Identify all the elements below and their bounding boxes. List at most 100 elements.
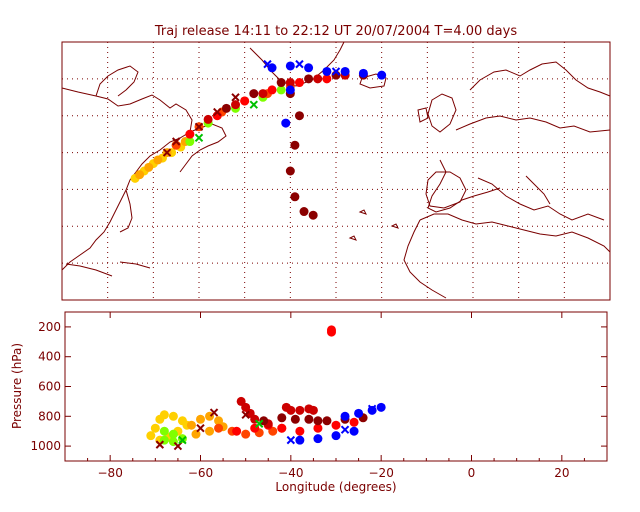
- x-tick-label: 0: [468, 466, 476, 480]
- pressure-trajectory-marker: [209, 408, 219, 417]
- y-tick-label: 600: [38, 380, 61, 394]
- pressure-trajectory-marker: [255, 419, 264, 428]
- map-grid: [62, 42, 610, 300]
- x-tick-label: −60: [188, 466, 213, 480]
- x-tick-label: 20: [554, 466, 569, 480]
- map-trajectory-point: [144, 162, 154, 172]
- pressure-trajectory-marker: [173, 441, 183, 451]
- map-trajectory-point: [153, 155, 163, 165]
- pressure-trajectory-point: [376, 402, 386, 412]
- y-axis-label: Pressure (hPa): [10, 343, 24, 429]
- map-trajectory-marker: [263, 59, 272, 69]
- map-trajectory-point: [135, 170, 145, 180]
- pressure-trajectory-point: [290, 414, 300, 424]
- map-trajectory-point: [294, 111, 304, 121]
- map-trajectory-point: [322, 74, 332, 84]
- map-trajectory-point: [276, 85, 286, 95]
- map-trajectory-point: [258, 89, 268, 99]
- pressure-trajectory-point: [331, 420, 341, 430]
- map-trajectory-point: [185, 129, 195, 139]
- pressure-trajectory-marker: [286, 435, 296, 445]
- pressure-trajectory-point: [177, 434, 187, 444]
- x-tick-label: −20: [369, 466, 394, 480]
- pressure-trajectory-marker: [196, 424, 205, 433]
- coastline-british-isles: [417, 93, 457, 133]
- map-trajectory-point: [304, 74, 314, 84]
- pressure-trajectories: [146, 325, 386, 451]
- map-trajectory-point: [290, 192, 300, 202]
- pressure-trajectory-point: [313, 423, 323, 433]
- map-trajectory-point: [285, 85, 295, 95]
- map-trajectory-point: [290, 140, 300, 150]
- pressure-trajectory-point: [367, 405, 377, 415]
- pressure-trajectory-point: [295, 426, 305, 436]
- pressure-trajectory-point: [214, 423, 224, 433]
- pressure-trajectory-point: [168, 411, 178, 421]
- pressure-trajectory-point: [349, 417, 359, 427]
- x-axis-label: Longitude (degrees): [275, 480, 396, 494]
- map-trajectory-point: [240, 96, 250, 106]
- coastline-africa: [403, 213, 611, 299]
- pressure-trajectory-point: [313, 434, 323, 444]
- map-trajectory-point: [203, 114, 213, 124]
- y-tick-label: 200: [38, 320, 61, 334]
- pressure-trajectory-point: [326, 327, 336, 337]
- pressure-trajectory-point: [191, 429, 201, 439]
- map-trajectory-point: [249, 89, 259, 99]
- pressure-trajectory-point: [146, 431, 156, 441]
- pressure-trajectory-point: [150, 423, 160, 433]
- coastline-iceland: [359, 73, 387, 89]
- map-trajectory-point: [185, 137, 195, 147]
- pressure-trajectory-point: [259, 416, 269, 426]
- pressure-trajectory-point: [340, 411, 350, 421]
- pressure-trajectory-marker: [241, 410, 250, 420]
- map-trajectory-point: [304, 63, 314, 73]
- map-frame: [61, 41, 611, 301]
- map-trajectory-marker: [162, 148, 172, 157]
- coastline-caribbean: [65, 261, 151, 277]
- map-trajectory-point: [285, 166, 295, 176]
- pressure-trajectory-point: [277, 413, 287, 423]
- pressure-trajectory-point: [295, 405, 305, 415]
- map-trajectory-point: [285, 78, 295, 88]
- map-trajectory-point: [294, 78, 304, 88]
- coastline-islands: [348, 209, 399, 241]
- pressure-panel: −80 −60 −40 −20 0 20 200 400 600 800 1000 Longitud…: [10, 311, 608, 494]
- map-title: Traj release 14:11 to 22:12 UT 20/07/200…: [154, 24, 517, 39]
- y-tick-label: 400: [38, 350, 61, 364]
- map-trajectory-point: [377, 70, 387, 80]
- map-trajectory-point: [313, 74, 323, 84]
- coastline-mediterranean: [477, 175, 605, 221]
- pressure-trajectory-point: [241, 429, 251, 439]
- pressure-trajectory-point: [205, 426, 215, 436]
- map-trajectory-point: [340, 66, 350, 76]
- pressure-trajectory-point: [277, 423, 287, 433]
- map-panel: [61, 41, 611, 301]
- map-trajectory-marker: [295, 59, 304, 69]
- x-tick-label: −80: [98, 466, 123, 480]
- pressure-trajectory-point: [295, 435, 305, 445]
- pressure-trajectory-point: [159, 410, 169, 420]
- pressure-trajectory-point: [304, 414, 314, 424]
- map-trajectory-point: [358, 68, 368, 78]
- coastline-florida: [119, 189, 133, 233]
- coastline-europe: [427, 115, 611, 213]
- map-trajectory-marker: [171, 137, 181, 146]
- pressure-trajectory-point: [168, 429, 178, 439]
- pressure-trajectory-point: [196, 414, 205, 424]
- coastline-hudson: [95, 65, 139, 97]
- pressure-trajectory-point: [159, 426, 169, 436]
- map-trajectory-point: [221, 103, 231, 113]
- map-trajectory-marker: [194, 133, 204, 143]
- coastline-north-america: [61, 87, 193, 271]
- coastline-iberia: [425, 171, 467, 209]
- map-trajectories: [130, 59, 387, 220]
- pressure-trajectory-point: [313, 416, 323, 426]
- y-tick-label: 800: [38, 409, 61, 423]
- pressure-trajectory-marker: [340, 425, 350, 434]
- coastlines: [61, 41, 611, 299]
- x-tick-label: −40: [278, 466, 303, 480]
- pressure-trajectory-point: [308, 405, 318, 415]
- map-trajectory-marker: [194, 122, 204, 131]
